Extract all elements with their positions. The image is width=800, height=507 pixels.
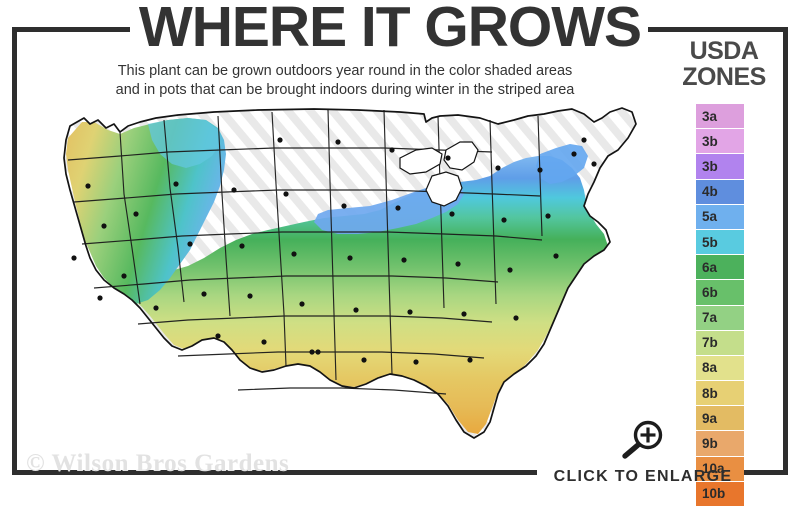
legend-swatch-list: 3a 3b 3b 4b 5a 5b 6a 6b 7a 7b 8a 8b 9a 9b 10a 10b: [696, 104, 744, 507]
frame-top-left-segment: [12, 27, 130, 32]
legend-zone-7a-8: 7a: [696, 305, 744, 331]
frame-bottom-right-segment: [740, 470, 788, 475]
legend-zone-9a-12: 9a: [696, 406, 744, 432]
legend-zone-label: 4b: [702, 184, 718, 200]
legend-zone-9b-13: 9b: [696, 431, 744, 457]
legend-zone-8b-11: 8b: [696, 381, 744, 407]
legend-zone-label: 5b: [702, 234, 718, 250]
legend-zone-label: 7a: [702, 310, 718, 326]
frame-top-right-segment: [648, 27, 788, 32]
legend-zone-7b-9: 7b: [696, 330, 744, 356]
legend-zone-3b-1: 3b: [696, 129, 744, 155]
legend-title: USDA ZONES: [660, 38, 788, 90]
usda-zones-legend: USDA ZONES 3a 3b 3b 4b 5a 5b 6a 6b 7a 7b 8a 8b 9a 9b 1…: [660, 36, 788, 507]
legend-zone-3b-2: 3b: [696, 154, 744, 180]
frame-bottom-left-segment: [12, 470, 537, 475]
page-title: WHERE IT GROWS: [138, 0, 642, 59]
legend-zone-label: 8b: [702, 385, 718, 401]
frame-right-segment: [783, 27, 788, 475]
legend-zone-label: 10a: [702, 461, 725, 477]
legend-zone-label: 7b: [702, 335, 718, 351]
legend-title-line-1: USDA: [689, 37, 759, 65]
click-to-enlarge-label[interactable]: CLICK TO ENLARGE: [553, 468, 733, 485]
legend-zone-3a-0: 3a: [696, 104, 744, 130]
legend-zone-label: 3b: [702, 158, 718, 174]
state-boundaries: [67, 109, 543, 395]
legend-zone-label: 3b: [702, 133, 718, 149]
map-color-shaded-regions: [66, 118, 608, 434]
legend-zone-10a-14: 10a: [696, 456, 744, 482]
legend-zone-6a-6: 6a: [696, 255, 744, 281]
frame-left-segment: [12, 27, 17, 475]
legend-zone-label: 3a: [702, 108, 718, 124]
legend-zone-label: 6b: [702, 284, 718, 300]
legend-zone-4b-3: 4b: [696, 179, 744, 205]
legend-zone-label: 10b: [702, 486, 726, 502]
subtitle-line-1: This plant can be grown outdoors year ro…: [117, 63, 573, 79]
legend-zone-label: 5a: [702, 209, 718, 225]
legend-zone-8a-10: 8a: [696, 355, 744, 382]
country-outline: [63, 107, 637, 439]
copyright-watermark: © Wilson Bros Gardens: [26, 450, 290, 477]
legend-title-line-2: ZONES: [682, 63, 766, 91]
subtitle: This plant can be grown outdoors year ro…: [40, 62, 650, 100]
subtitle-line-2: and in pots that can be brought indoors …: [115, 82, 575, 98]
legend-zone-5a-4: 5a: [696, 204, 744, 230]
legend-zone-6b-7: 6b: [696, 280, 744, 306]
usda-zone-map[interactable]: [28, 98, 648, 458]
legend-zone-5b-5: 5b: [696, 229, 744, 256]
legend-zone-label: 6a: [702, 259, 718, 275]
legend-zone-label: 8a: [702, 360, 718, 376]
city-dots: [71, 137, 597, 365]
legend-zone-label: 9b: [702, 436, 718, 452]
legend-zone-label: 9a: [702, 410, 718, 426]
magnifier-plus-icon[interactable]: [617, 419, 669, 461]
